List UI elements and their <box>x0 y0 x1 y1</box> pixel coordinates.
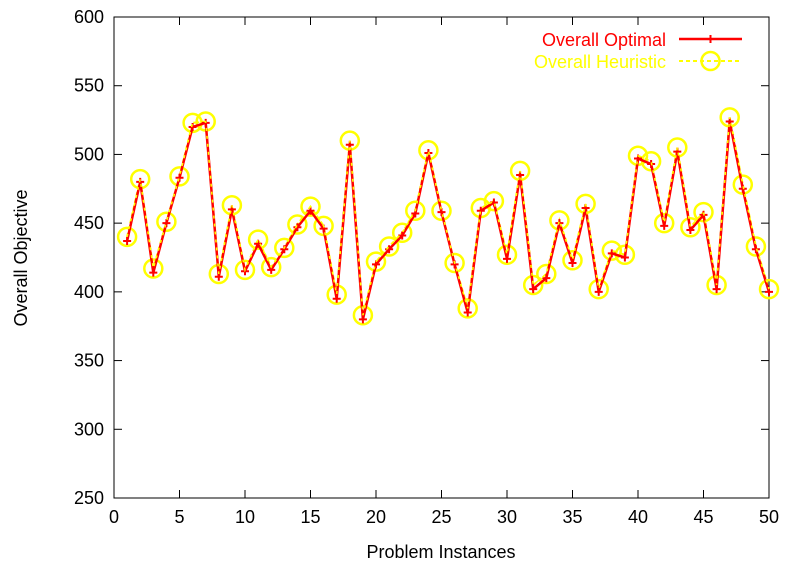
y-tick-label: 500 <box>74 144 104 164</box>
optimal-point <box>542 274 551 283</box>
optimal-point <box>607 249 616 258</box>
series-overall-heuristic <box>116 107 780 326</box>
heuristic-point <box>116 226 138 248</box>
heuristic-point <box>758 278 780 300</box>
y-tick-label: 250 <box>74 488 104 508</box>
y-tick-label: 400 <box>74 282 104 302</box>
heuristic-point <box>247 229 269 250</box>
heuristic-point <box>522 274 544 296</box>
x-tick-label: 15 <box>300 507 320 527</box>
heuristic-point <box>405 200 426 222</box>
x-axis-title: Problem Instances <box>366 542 515 562</box>
legend-label-optimal: Overall Optimal <box>542 30 666 50</box>
y-axis-title: Overall Objective <box>11 189 31 326</box>
y-tick-label: 600 <box>74 7 104 27</box>
heuristic-point <box>562 249 583 271</box>
optimal-point <box>660 221 669 230</box>
legend-marker-heuristic <box>700 50 721 72</box>
optimal-point <box>358 315 367 324</box>
optimal-point <box>293 223 302 232</box>
heuristic-point <box>260 256 282 278</box>
heuristic-point <box>745 236 767 257</box>
optimal-point <box>175 173 184 182</box>
heuristic-point <box>169 166 190 187</box>
y-axis: 250 300 350 400 450 500 550 600 <box>74 7 769 508</box>
heuristic-point <box>378 236 400 257</box>
optimal-point <box>594 287 603 296</box>
heuristic-point <box>549 210 570 231</box>
x-tick-label: 10 <box>235 507 255 527</box>
optimal-point <box>568 258 577 267</box>
plot-area <box>113 16 770 499</box>
heuristic-point <box>418 140 439 161</box>
heuristic-point <box>156 211 177 233</box>
heuristic-point <box>431 200 452 222</box>
heuristic-point <box>536 263 557 285</box>
optimal-point <box>686 226 695 235</box>
optimal-point <box>437 208 446 217</box>
x-tick-label: 50 <box>759 507 779 527</box>
optimal-point <box>620 253 629 262</box>
optimal-point <box>123 237 132 246</box>
heuristic-point <box>457 298 478 319</box>
heuristic-point <box>391 222 413 244</box>
x-axis: 0 5 10 15 20 25 30 35 40 45 50 <box>109 17 779 527</box>
optimal-point <box>162 219 171 228</box>
x-tick-label: 25 <box>431 507 451 527</box>
heuristic-point <box>300 196 321 217</box>
optimal-point <box>712 285 721 294</box>
y-tick-label: 300 <box>74 419 104 439</box>
series-overall-optimal <box>123 117 773 324</box>
heuristic-point <box>496 244 518 266</box>
optimal-point <box>149 268 158 277</box>
optimal-point <box>765 287 773 296</box>
optimal-point <box>503 254 511 263</box>
x-tick-label: 35 <box>562 507 582 527</box>
optimal-point <box>372 260 380 269</box>
heuristic-point <box>234 259 256 281</box>
legend-label-heuristic: Overall Heuristic <box>534 52 666 72</box>
optimal-point <box>188 122 197 131</box>
y-tick-label: 450 <box>74 213 104 233</box>
series-layer <box>116 107 780 326</box>
x-tick-label: 30 <box>497 507 517 527</box>
optimal-point <box>463 308 472 317</box>
heuristic-point <box>653 212 675 234</box>
y-tick-label: 550 <box>74 76 104 96</box>
heuristic-point <box>483 190 505 212</box>
optimal-point <box>306 206 315 215</box>
legend-marker-optimal <box>706 35 715 43</box>
x-tick-label: 40 <box>628 507 648 527</box>
x-tick-label: 20 <box>366 507 386 527</box>
heuristic-point <box>365 251 387 272</box>
heuristic-point <box>444 252 465 274</box>
y-tick-label: 350 <box>74 351 104 371</box>
heuristic-point <box>601 240 623 261</box>
x-tick-label: 5 <box>174 507 184 527</box>
optimal-point <box>751 245 760 254</box>
heuristic-point <box>680 217 701 238</box>
heuristic-point <box>287 214 308 235</box>
optimal-point <box>398 231 407 240</box>
heuristic-point <box>274 237 295 259</box>
x-tick-label: 0 <box>109 507 119 527</box>
optimal-point <box>332 294 341 303</box>
heuristic-point <box>143 258 164 279</box>
optimal-point <box>529 285 538 294</box>
optimal-point <box>738 184 747 193</box>
heuristic-point <box>588 278 609 300</box>
x-tick-label: 45 <box>693 507 713 527</box>
